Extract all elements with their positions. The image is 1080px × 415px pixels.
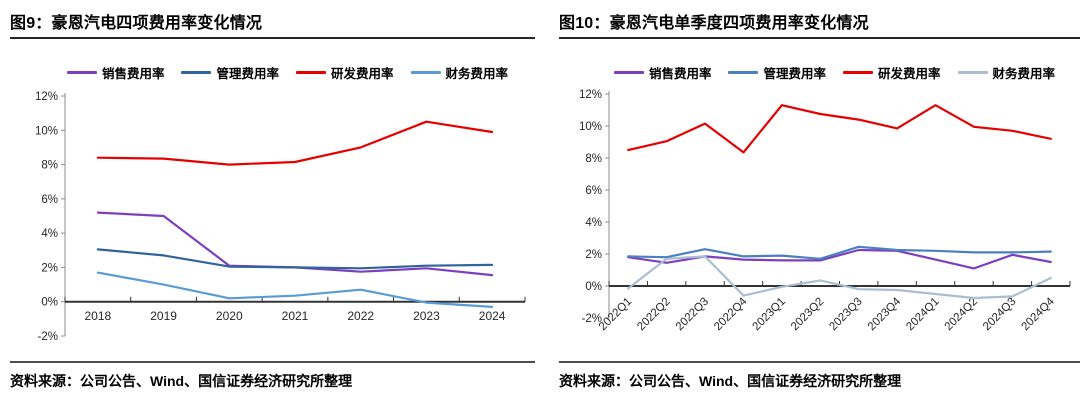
legend-line-marker (957, 70, 988, 74)
series-line-1 (627, 245, 1052, 260)
y-tick-label: -2% (582, 313, 602, 325)
figure-title: 图9：豪恩汽电四项费用率变化情况 (10, 15, 263, 32)
x-tick-label: 2023Q1 (751, 296, 788, 333)
x-tick-label: 2024 (479, 309, 506, 323)
x-tick-label: 2023Q4 (866, 295, 904, 333)
x-tick-label: 2023Q3 (827, 296, 864, 333)
legend-label: 销售费用率 (648, 66, 712, 81)
legend-label: 管理费用率 (216, 66, 279, 81)
y-tick-label: 4% (41, 228, 58, 240)
legend-item: 销售费用率 (66, 63, 165, 82)
legend-item: 财务费用率 (957, 63, 1056, 82)
x-tick-label: 2022 (347, 309, 374, 323)
legend-line-marker (843, 70, 873, 74)
legend-label: 销售费用率 (101, 66, 165, 81)
y-tick-label: 12% (35, 91, 58, 103)
source-note: 资料来源：公司公告、Wind、国信证券经济研究所整理 (559, 373, 902, 389)
legend-line-marker (66, 70, 97, 74)
y-tick-label: -2% (38, 331, 58, 343)
legend-label: 研发费用率 (331, 66, 394, 81)
y-tick-label: 2% (41, 262, 58, 274)
x-tick-label: 2024Q1 (904, 296, 941, 333)
series-line-2 (96, 120, 494, 166)
y-tick-label: 10% (35, 125, 58, 137)
y-tick-label: 0% (41, 297, 58, 309)
legend-item: 财务费用率 (410, 63, 509, 82)
source-note: 资料来源：公司公告、Wind、国信证券经济研究所整理 (10, 373, 353, 389)
title-divider (10, 37, 535, 39)
legend-item: 销售费用率 (613, 63, 712, 82)
y-tick-label: 6% (585, 185, 602, 197)
chart-legend: 销售费用率 管理费用率 研发费用率 财务费用率 (10, 62, 535, 82)
y-tick-label: 6% (41, 194, 58, 206)
legend-item: 研发费用率 (296, 63, 394, 82)
chart-legend: 销售费用率 管理费用率 研发费用率 财务费用率 (559, 62, 1080, 82)
legend-line-marker (181, 70, 212, 74)
series-line-2 (627, 104, 1052, 154)
series-line-3 (627, 255, 1052, 300)
x-tick-label: 2022Q1 (597, 296, 634, 333)
y-tick-label: 0% (585, 281, 602, 293)
series-line-3 (96, 271, 494, 308)
legend-label: 研发费用率 (878, 66, 941, 81)
legend-label: 管理费用率 (763, 66, 826, 81)
x-tick-label: 2021 (282, 309, 309, 323)
x-tick-label: 2024Q4 (1019, 295, 1057, 333)
x-tick-label: 2023Q2 (789, 296, 826, 333)
figure-annual-expense-ratios: 图9：豪恩汽电四项费用率变化情况 销售费用率 管理费用率 研发费用率 财务费用率 12… (10, 0, 535, 415)
annual-expense-line-chart: 12% 10% 8% 6% 4% 2% 0% -2% 2018 2019 2020 2021 2022 2… (35, 91, 526, 343)
y-tick-label: 10% (579, 121, 602, 133)
x-tick-label: 2022Q3 (674, 296, 711, 333)
y-tick-label: 2% (585, 249, 602, 261)
legend-line-marker (296, 70, 326, 74)
figure-title: 图10：豪恩汽电单季度四项费用率变化情况 (559, 15, 869, 32)
legend-line-marker (728, 70, 759, 74)
legend-line-marker (613, 70, 644, 74)
x-tick-label: 2020 (216, 309, 243, 323)
series-line-1 (96, 248, 494, 270)
y-tick-label: 4% (585, 217, 602, 229)
title-divider (559, 37, 1080, 39)
y-tick-label: 12% (579, 89, 602, 101)
y-tick-label: 8% (585, 153, 602, 165)
x-tick-label: 2023 (413, 309, 440, 323)
legend-label: 财务费用率 (992, 66, 1056, 81)
figure-quarterly-expense-ratios: 图10：豪恩汽电单季度四项费用率变化情况 销售费用率 管理费用率 研发费用率 财务费用… (559, 0, 1080, 415)
quarterly-expense-line-chart: 12%10%8%6%4%2%0%-2%2022Q1 2022Q2 2022Q3 202… (579, 89, 1071, 333)
legend-item: 管理费用率 (181, 63, 279, 82)
x-tick-label: 2022Q4 (712, 295, 750, 333)
legend-item: 管理费用率 (728, 63, 826, 82)
x-tick-label: 2022Q2 (635, 296, 672, 333)
x-tick-label: 2018 (85, 309, 112, 323)
x-tick-label: 2019 (150, 309, 177, 323)
source-divider (10, 361, 535, 363)
source-divider (559, 361, 1080, 363)
x-tick-label: 2024Q3 (981, 296, 1018, 333)
legend-label: 财务费用率 (445, 66, 509, 81)
y-tick-label: 8% (41, 160, 58, 172)
legend-line-marker (410, 70, 441, 74)
legend-item: 研发费用率 (843, 63, 941, 82)
x-tick-label: 2024Q2 (943, 296, 980, 333)
